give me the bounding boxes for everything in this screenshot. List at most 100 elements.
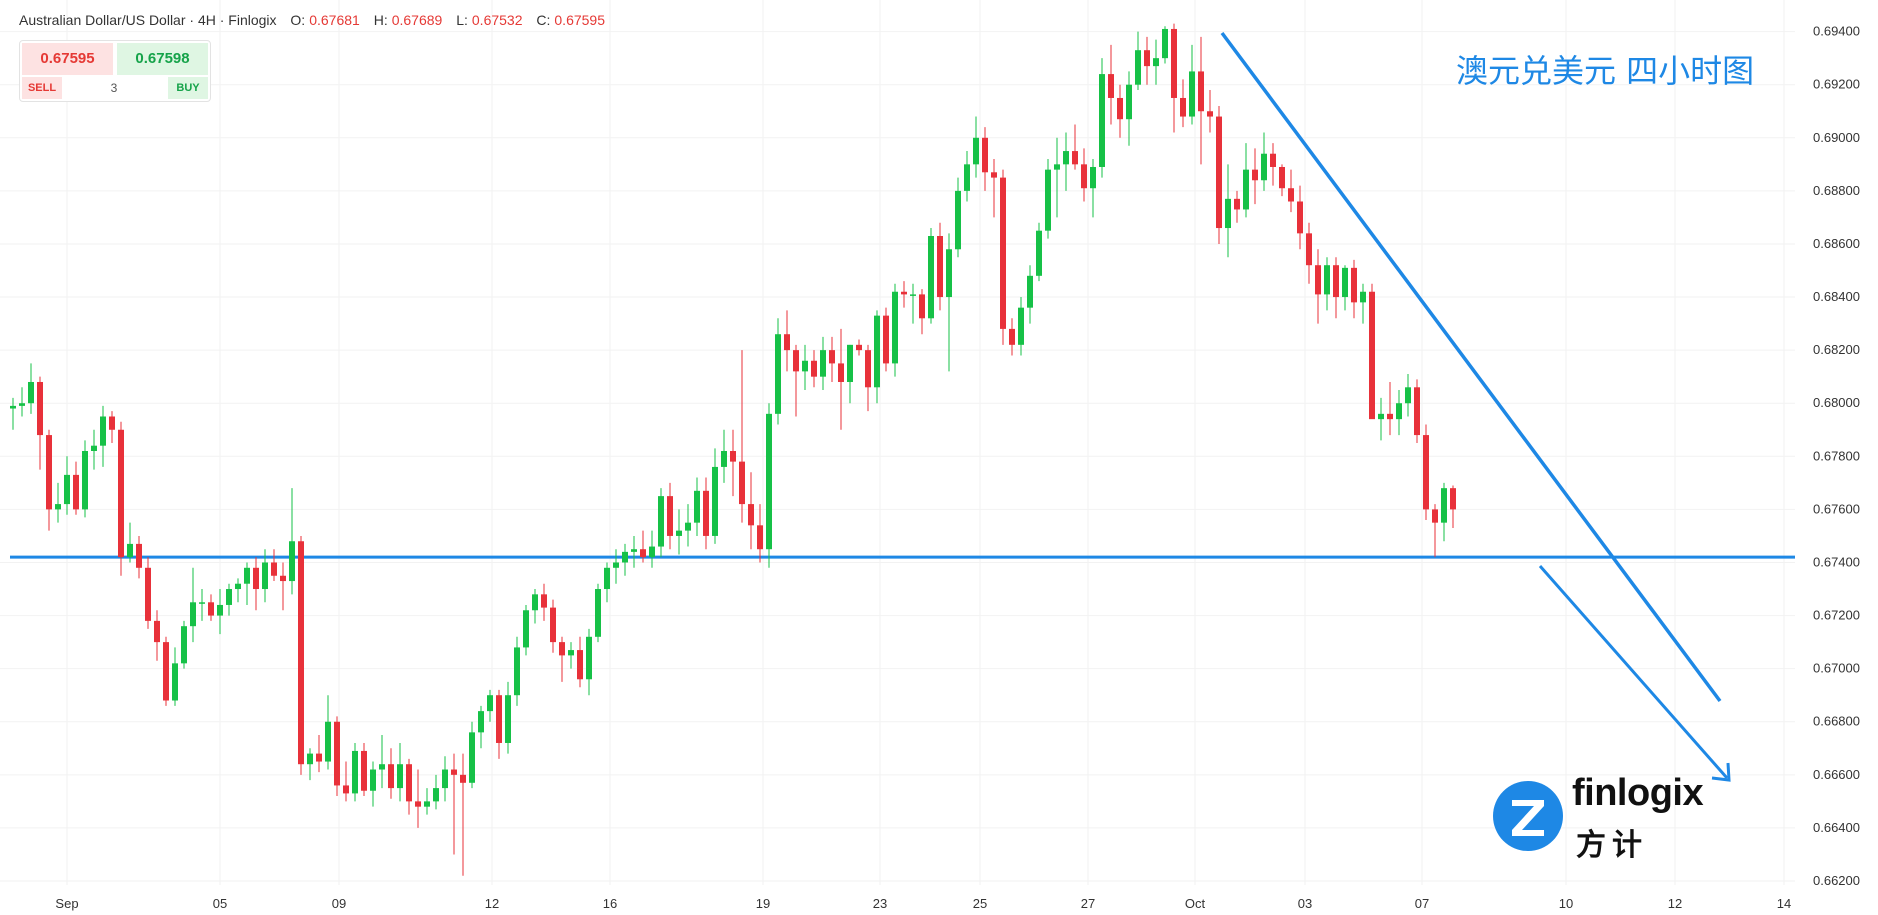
- candle-body: [1333, 265, 1339, 298]
- time-tick-label: 25: [973, 896, 987, 911]
- candle-body: [766, 413, 772, 550]
- candle-body: [748, 504, 754, 526]
- low-label: L:: [456, 12, 468, 28]
- symbol-title: Australian Dollar/US Dollar · 4H · Finlo…: [19, 12, 277, 28]
- candle-body: [469, 732, 475, 783]
- candle-body: [442, 769, 448, 789]
- candle-body: [1369, 291, 1375, 420]
- sell-button[interactable]: SELL: [22, 77, 62, 99]
- candle-body: [424, 801, 430, 807]
- candle-body: [1009, 328, 1015, 345]
- candle-body: [865, 350, 871, 388]
- candle-body: [253, 567, 259, 590]
- price-tick-label: 0.68800: [1813, 183, 1860, 198]
- candle-body: [604, 567, 610, 590]
- close-label: C:: [536, 12, 551, 28]
- candle-body: [109, 416, 115, 430]
- time-axis[interactable]: Sep 05 09 12 16 19 23 25 27 Oct 03 07 10 12 14: [55, 896, 1791, 911]
- candle-body: [334, 721, 340, 786]
- candle-body: [829, 350, 835, 364]
- candle-body: [1315, 265, 1321, 295]
- chart-annotation-title: 澳元兑美元 四小时图: [1456, 52, 1755, 90]
- candle-body: [1360, 291, 1366, 303]
- candle-body: [82, 451, 88, 510]
- candle-body: [550, 607, 556, 643]
- candle-body: [514, 647, 520, 696]
- candle-body: [1243, 169, 1249, 210]
- candle-body: [1099, 74, 1105, 167]
- candle-body: [991, 172, 997, 178]
- time-tick-label: 23: [873, 896, 887, 911]
- symbol-header: Australian Dollar/US Dollar · 4H · Finlo…: [19, 12, 605, 28]
- price-tick-label: 0.66800: [1813, 714, 1860, 729]
- candle-body: [37, 381, 43, 436]
- candle-body: [244, 567, 250, 584]
- candle-body: [235, 583, 241, 590]
- candle-body: [1342, 267, 1348, 298]
- candle-body: [712, 466, 718, 536]
- price-tick-label: 0.67800: [1813, 448, 1860, 463]
- candle-body: [1261, 153, 1267, 181]
- candle-body: [460, 774, 466, 783]
- candle-body: [955, 190, 961, 250]
- candle-body: [496, 695, 502, 743]
- candle-body: [856, 344, 862, 351]
- candle-body: [1171, 28, 1177, 98]
- candles-group: [10, 23, 1456, 876]
- candle-body: [271, 562, 277, 576]
- price-tick-label: 0.68400: [1813, 289, 1860, 304]
- time-tick-label: 14: [1777, 896, 1791, 911]
- buy-button[interactable]: BUY: [168, 77, 208, 99]
- sell-price[interactable]: 0.67595: [22, 43, 113, 75]
- buy-price[interactable]: 0.67598: [117, 43, 208, 75]
- candle-body: [289, 541, 295, 582]
- candle-body: [937, 236, 943, 298]
- candle-body: [1396, 403, 1402, 420]
- candle-body: [1090, 166, 1096, 189]
- price-tick-label: 0.67400: [1813, 554, 1860, 569]
- candle-body: [127, 543, 133, 558]
- candle-body: [118, 429, 124, 558]
- candle-body: [721, 451, 727, 467]
- price-axis[interactable]: 0.69400 0.69200 0.69000 0.68800 0.68600 0.684…: [1813, 24, 1860, 888]
- candle-body: [982, 137, 988, 173]
- candle-body: [505, 695, 511, 743]
- candle-body: [154, 620, 160, 643]
- candle-body: [226, 589, 232, 605]
- candle-body: [1144, 50, 1150, 67]
- candle-body: [451, 769, 457, 775]
- candle-body: [100, 416, 106, 446]
- projection-arrow-line[interactable]: [1538, 565, 1729, 779]
- open-label: O:: [290, 12, 306, 28]
- candle-body: [64, 474, 70, 505]
- price-tick-label: 0.69400: [1813, 24, 1860, 39]
- candle-body: [298, 541, 304, 765]
- candle-body: [190, 602, 196, 627]
- candle-body: [775, 334, 781, 414]
- candle-body: [388, 764, 394, 789]
- candle-body: [586, 636, 592, 680]
- candle-body: [1423, 435, 1429, 510]
- candle-body: [739, 461, 745, 505]
- candle-body: [703, 490, 709, 536]
- trend-line[interactable]: [1220, 31, 1722, 703]
- candle-body: [946, 249, 952, 298]
- candle-body: [352, 750, 358, 794]
- projection-arrow[interactable]: [1538, 565, 1731, 782]
- quantity-input[interactable]: [64, 77, 164, 99]
- candle-body: [343, 785, 349, 794]
- time-tick-label: Oct: [1185, 896, 1206, 911]
- candle-body: [1324, 265, 1330, 295]
- candle-body: [433, 788, 439, 802]
- open-value: 0.67681: [309, 12, 360, 28]
- candle-body: [910, 294, 916, 296]
- candle-body: [730, 451, 736, 462]
- close-value: 0.67595: [554, 12, 605, 28]
- candle-body: [568, 650, 574, 656]
- candle-body: [1270, 153, 1276, 167]
- time-tick-label: 16: [603, 896, 617, 911]
- candle-body: [1027, 275, 1033, 308]
- time-tick-label: 12: [1668, 896, 1682, 911]
- low-value: 0.67532: [471, 12, 523, 28]
- candle-body: [262, 562, 268, 590]
